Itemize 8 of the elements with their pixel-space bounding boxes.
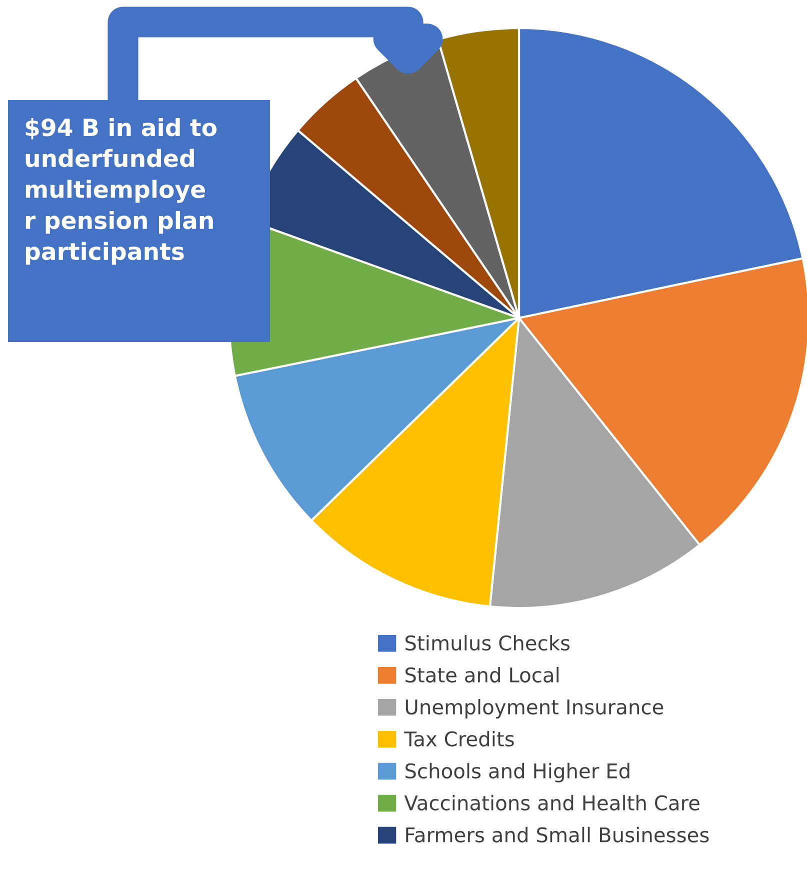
legend-label: Stimulus Checks (406, 635, 570, 651)
legend-label: Vaccinations and Health Care (404, 794, 700, 810)
legend-label: State and Local (406, 666, 558, 683)
text: $94 B in aid to underfunded multiemploye r pension plan participants (26, 118, 216, 265)
legend-label: Schools and Higher Ed (406, 762, 630, 782)
legend-label: Unemployment Insurance (406, 698, 664, 718)
legend-label: Tax Credits (404, 730, 514, 747)
legend-label: Farmers and Small Businesses (406, 826, 709, 842)
